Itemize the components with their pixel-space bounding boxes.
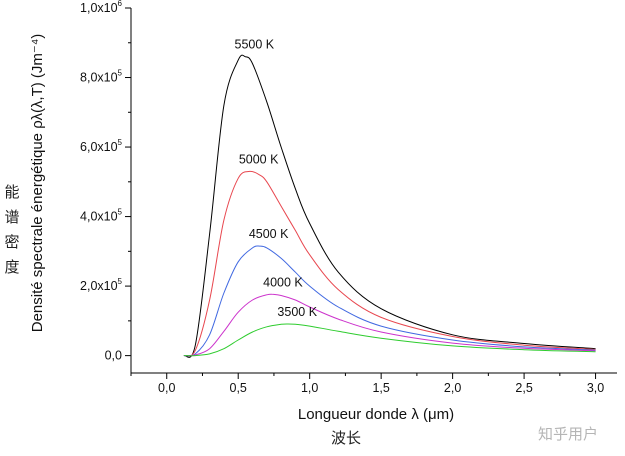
x-tick-label: 0,5 — [230, 381, 247, 395]
x-tick-label: 1,0 — [301, 381, 318, 395]
series-label: 5500 K — [235, 38, 275, 52]
series-line — [183, 245, 596, 357]
y-tick-label: 0,0 — [105, 349, 122, 363]
y-tick-label: 2,0x105 — [80, 277, 123, 293]
series-line — [183, 170, 596, 357]
series-label: 3500 K — [277, 305, 317, 319]
y-tick-label: 1,0x106 — [80, 0, 123, 15]
y-axis-chinese-label: 能 谱 密 度 — [4, 183, 19, 276]
x-tick-label: 1,5 — [372, 381, 389, 395]
series-label: 4000 K — [263, 275, 303, 289]
y-tick-label: 6,0x105 — [80, 138, 123, 154]
x-axis-title: Longueur donde λ (μm) — [298, 406, 454, 423]
series-label: 4500 K — [249, 227, 289, 241]
watermark: 知乎用户 — [538, 425, 598, 443]
series-line — [183, 54, 596, 358]
series-line — [183, 323, 596, 357]
y-axis-title: Densité spectrale énergétique ρλ(λ,T) (J… — [29, 34, 46, 333]
series-labels: 5500 K 5000 K 4500 K 4000 K 3500 K — [235, 38, 318, 319]
x-axis-chinese-label: 波长 — [331, 429, 361, 447]
y-label-cn-char: 密 — [4, 233, 19, 251]
y-tick-label: 8,0x105 — [80, 69, 123, 85]
y-ticks: 0,0 2,0x105 4,0x105 6,0x105 8,0x105 1,0x106 — [80, 0, 131, 363]
y-label-cn-char: 谱 — [4, 208, 19, 226]
x-tick-label: 0,0 — [158, 381, 175, 395]
axes — [130, 8, 617, 374]
series-line — [183, 293, 596, 357]
x-ticks: 0,0 0,5 1,0 1,5 2,0 2,5 3,0 — [130, 373, 604, 395]
series-curves — [183, 54, 596, 358]
x-tick-label: 3,0 — [587, 381, 604, 395]
y-label-cn-char: 能 — [4, 183, 19, 201]
x-tick-label: 2,0 — [444, 381, 461, 395]
y-tick-label: 4,0x105 — [80, 208, 123, 224]
x-tick-label: 2,5 — [515, 381, 532, 395]
y-label-cn-char: 度 — [4, 258, 19, 276]
series-label: 5000 K — [239, 152, 279, 166]
